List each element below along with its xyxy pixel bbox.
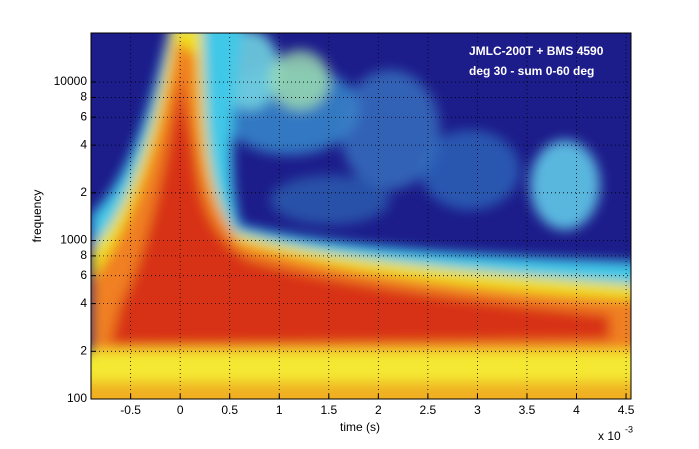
x-tick-label: 3.5 [519,403,536,417]
x-tick-label: 4.5 [618,403,635,417]
y-tick-label: 6 [80,268,87,282]
y-tick-label: 8 [80,90,87,104]
annotation: JMLC-200T + BMS 4590 [469,44,604,58]
y-tick-label: 10000 [54,74,88,88]
y-tick-label: 6 [80,109,87,123]
y-tick-label: 4 [80,137,87,151]
x-tick-label: 4 [573,403,580,417]
x-tick-label: 0 [177,403,184,417]
annotation: deg 30 - sum 0-60 deg [469,64,594,78]
x-multiplier: x 10 [598,429,621,443]
plot-frame [90,32,632,400]
x-tick-label: 0.5 [221,403,238,417]
y-tick-label: 100 [67,391,87,405]
y-tick-label: 1000 [60,233,87,247]
y-axis-label: frequency [30,190,44,243]
x-axis-label: time (s) [340,420,380,434]
x-tick-label: 2.5 [420,403,437,417]
x-multiplier-exponent: -3 [625,424,633,434]
y-tick-label: 2 [80,343,87,357]
heatmap [91,33,631,399]
y-tick-label: 8 [80,248,87,262]
y-tick-label: 2 [80,185,87,199]
x-tick-label: 3 [474,403,481,417]
x-tick-label: 1 [276,403,283,417]
y-tick-label: 4 [80,296,87,310]
x-tick-label: -0.5 [120,403,141,417]
axes: -0.5 0 0.5 1 1.5 2 2.5 3 3.5 4 4.51002468100024681… [54,33,635,417]
x-tick-label: 1.5 [320,403,337,417]
x-tick-label: 2 [375,403,382,417]
